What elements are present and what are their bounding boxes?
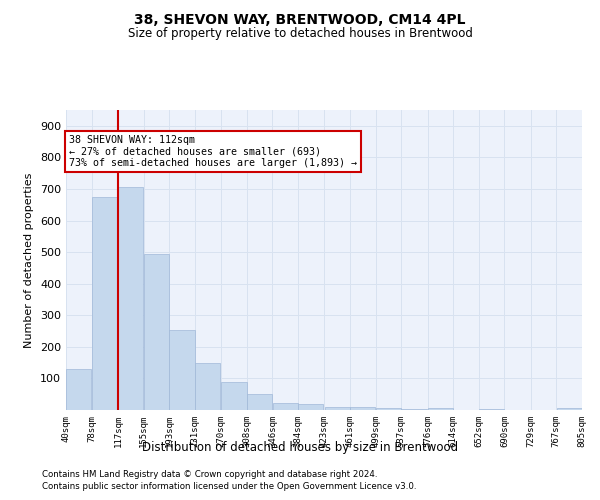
- Bar: [325, 407, 350, 410]
- Bar: [272, 403, 298, 410]
- Bar: [350, 406, 376, 410]
- Text: Contains public sector information licensed under the Open Government Licence v3: Contains public sector information licen…: [42, 482, 416, 491]
- Text: Distribution of detached houses by size in Brentwood: Distribution of detached houses by size …: [142, 441, 458, 454]
- Bar: [401, 408, 427, 410]
- Bar: [92, 197, 117, 410]
- Bar: [169, 330, 194, 410]
- Text: Size of property relative to detached houses in Brentwood: Size of property relative to detached ho…: [128, 28, 472, 40]
- Bar: [144, 254, 169, 410]
- Text: 38 SHEVON WAY: 112sqm
← 27% of detached houses are smaller (693)
73% of semi-det: 38 SHEVON WAY: 112sqm ← 27% of detached …: [70, 136, 358, 168]
- Bar: [298, 404, 323, 410]
- Text: Contains HM Land Registry data © Crown copyright and database right 2024.: Contains HM Land Registry data © Crown c…: [42, 470, 377, 479]
- Bar: [221, 382, 247, 410]
- Bar: [195, 362, 220, 410]
- Bar: [376, 408, 401, 410]
- Bar: [66, 369, 91, 410]
- Y-axis label: Number of detached properties: Number of detached properties: [25, 172, 34, 348]
- Bar: [247, 394, 272, 410]
- Text: 38, SHEVON WAY, BRENTWOOD, CM14 4PL: 38, SHEVON WAY, BRENTWOOD, CM14 4PL: [134, 12, 466, 26]
- Bar: [557, 408, 582, 410]
- Bar: [118, 188, 143, 410]
- Bar: [479, 409, 504, 410]
- Bar: [428, 408, 453, 410]
